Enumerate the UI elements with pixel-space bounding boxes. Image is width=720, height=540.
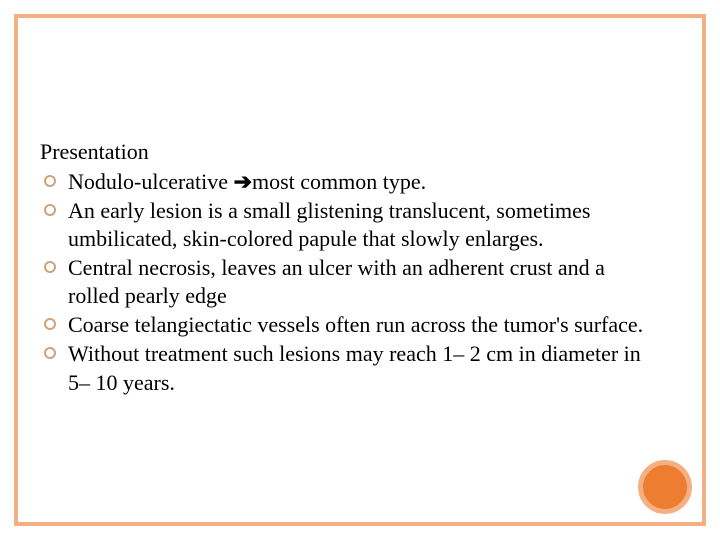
- list-item-text-post: most common type.: [252, 169, 426, 194]
- list-item: Nodulo-ulcerative ➔most common type.: [40, 168, 660, 196]
- arrow-icon: ➔: [234, 169, 252, 194]
- slide-border-bottom: [14, 522, 706, 526]
- list-item-text-pre: Nodulo-ulcerative: [68, 169, 234, 194]
- bullet-icon: [44, 175, 56, 187]
- corner-accent-circle: [638, 460, 692, 514]
- section-heading: Presentation: [40, 138, 660, 166]
- list-item-text: An early lesion is a small glistening tr…: [68, 198, 590, 251]
- list-item: Central necrosis, leaves an ulcer with a…: [40, 254, 660, 310]
- bullet-icon: [44, 318, 56, 330]
- bullet-icon: [44, 261, 56, 273]
- slide-border-left: [14, 14, 18, 526]
- bullet-icon: [44, 204, 56, 216]
- list-item-text: Without treatment such lesions may reach…: [68, 341, 641, 394]
- bullet-icon: [44, 347, 56, 359]
- list-item-text: Central necrosis, leaves an ulcer with a…: [68, 255, 605, 308]
- list-item: Without treatment such lesions may reach…: [40, 340, 660, 396]
- bullet-list: Nodulo-ulcerative ➔most common type. An …: [40, 168, 660, 397]
- list-item: An early lesion is a small glistening tr…: [40, 197, 660, 253]
- slide: Presentation Nodulo-ulcerative ➔most com…: [0, 0, 720, 540]
- slide-content: Presentation Nodulo-ulcerative ➔most com…: [40, 138, 660, 398]
- list-item: Coarse telangiectatic vessels often run …: [40, 311, 660, 339]
- list-item-text: Coarse telangiectatic vessels often run …: [68, 312, 643, 337]
- slide-border-right: [702, 14, 706, 526]
- slide-border-top: [14, 14, 706, 18]
